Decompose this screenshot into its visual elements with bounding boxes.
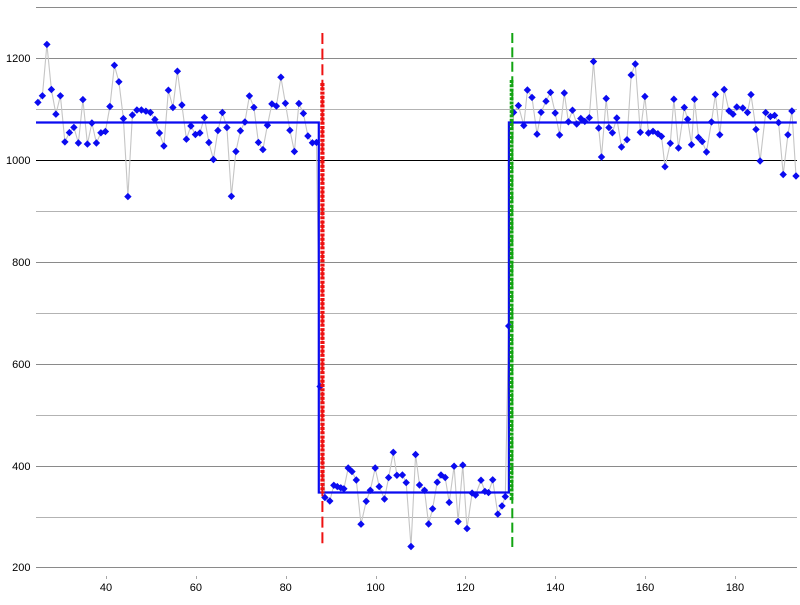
svg-text:40: 40 xyxy=(100,582,112,594)
svg-text:60: 60 xyxy=(190,582,202,594)
svg-text:80: 80 xyxy=(280,582,292,594)
svg-text:1000: 1000 xyxy=(6,155,30,167)
svg-text:400: 400 xyxy=(12,461,30,473)
svg-text:140: 140 xyxy=(546,582,564,594)
svg-text:600: 600 xyxy=(12,359,30,371)
svg-text:800: 800 xyxy=(12,257,30,269)
svg-text:120: 120 xyxy=(456,582,474,594)
svg-text:200: 200 xyxy=(12,562,30,574)
svg-text:160: 160 xyxy=(636,582,654,594)
svg-text:1200: 1200 xyxy=(6,53,30,65)
svg-text:180: 180 xyxy=(726,582,744,594)
svg-text:100: 100 xyxy=(366,582,384,594)
